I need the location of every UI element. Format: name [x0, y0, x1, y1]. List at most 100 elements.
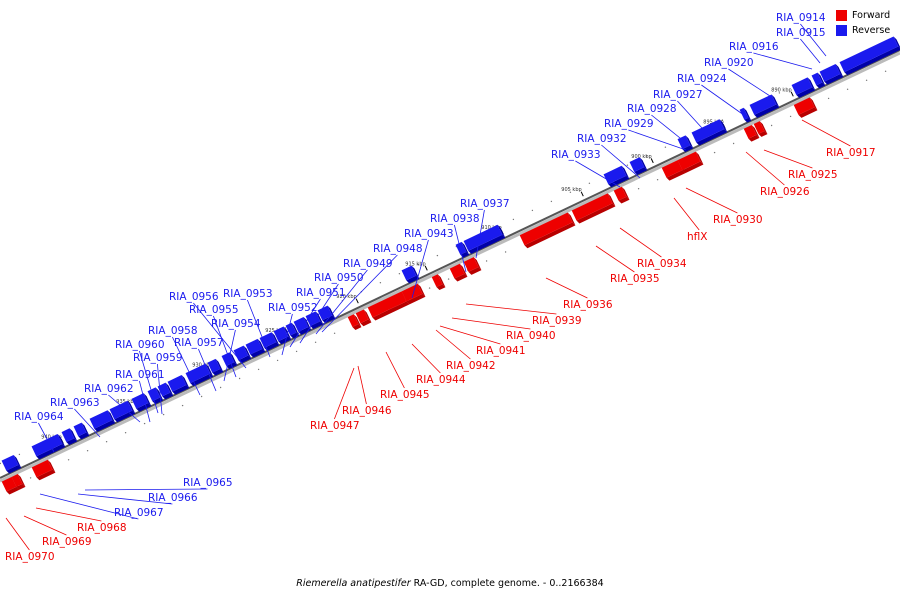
forward-gene — [1, 476, 17, 492]
reverse-gene-bottom — [66, 438, 78, 446]
reverse-gene-side — [155, 387, 164, 401]
reverse-leader-line — [677, 100, 703, 129]
reverse-leader-line — [139, 380, 151, 423]
forward-leader-line — [763, 149, 813, 169]
reverse-gene-label: RIA_0932 — [577, 133, 627, 145]
reverse-gene-side — [719, 119, 728, 133]
reverse-leader-line — [84, 488, 208, 491]
reverse-leader-line — [38, 422, 55, 453]
forward-gene-label: RIA_0940 — [506, 330, 556, 342]
reverse-leader-line — [108, 394, 141, 423]
forward-gene — [677, 151, 701, 171]
forward-leader-line — [439, 325, 501, 345]
forward-gene-side — [759, 121, 768, 135]
reverse-gene-label: RIA_0916 — [729, 41, 779, 53]
forward-leader-line — [451, 317, 531, 330]
forward-leader-line — [673, 197, 700, 231]
caption-details: RA-GD, complete genome. - 0..2166384 — [410, 578, 604, 589]
reverse-gene — [167, 375, 187, 392]
reverse-gene-bottom — [36, 443, 66, 460]
reverse-gene-bottom — [406, 275, 420, 284]
reverse-gene-side — [165, 382, 174, 396]
forward-gene-bottom — [360, 319, 372, 327]
guide-dot-upper — [379, 282, 382, 284]
reverse-gene — [285, 322, 297, 336]
reverse-gene-bottom — [696, 129, 728, 146]
reverse-gene-side — [13, 454, 22, 468]
reverse-gene — [305, 311, 321, 327]
guide-dot-lower — [162, 413, 165, 416]
reverse-gene-label: RIA_0958 — [148, 325, 198, 337]
guide-dot-lower — [257, 368, 260, 371]
forward-gene-label: RIA_0941 — [476, 345, 526, 357]
reverse-gene-side — [257, 338, 266, 352]
forward-gene-side — [621, 186, 630, 200]
forward-gene — [463, 257, 479, 272]
reverse-gene — [207, 358, 221, 373]
tick-label: 905 kbp — [561, 187, 581, 193]
forward-gene-bottom — [618, 196, 630, 204]
forward-gene-label: RIA_0926 — [760, 186, 810, 198]
reverse-gene-label: RIA_0952 — [268, 302, 318, 314]
reverse-leader-line — [454, 224, 467, 273]
guide-dot-lower — [200, 395, 203, 398]
reverse-gene — [603, 165, 627, 185]
reverse-leader-line — [651, 114, 691, 147]
forward-gene — [401, 283, 423, 302]
reverse-gene — [839, 36, 899, 73]
guide-dot-lower — [124, 432, 127, 434]
tick-mark — [580, 191, 584, 197]
reverse-gene-side — [411, 265, 420, 279]
reverse-gene — [317, 305, 333, 321]
forward-gene — [431, 274, 443, 288]
forward-gene — [571, 193, 613, 221]
legend-forward: Forward — [836, 8, 894, 23]
forward-leader-line — [685, 187, 738, 214]
forward-gene-label: RIA_0946 — [342, 405, 392, 417]
guide-dot-lower — [219, 386, 222, 389]
reverse-gene-label: RIA_0938 — [430, 213, 480, 225]
forward-gene-bottom — [352, 324, 362, 331]
reverse-gene-bottom — [172, 384, 190, 395]
forward-leader-line — [619, 227, 662, 258]
reverse-gene — [463, 224, 503, 251]
genome-axis-shadow — [0, 51, 900, 483]
forward-gene — [519, 212, 573, 246]
guide-dot-lower — [314, 341, 317, 343]
forward-gene-side — [417, 283, 426, 297]
forward-gene-label: RIA_0945 — [380, 389, 430, 401]
forward-gene-bottom — [454, 273, 468, 282]
reverse-gene-side — [271, 332, 280, 346]
reverse-leader-line — [139, 350, 159, 414]
reverse-leader-line — [39, 493, 139, 520]
reverse-gene-bottom — [238, 355, 252, 364]
reverse-gene-label: RIA_0954 — [211, 318, 261, 330]
reverse-leader-line — [601, 144, 641, 179]
forward-gene-label: RIA_0942 — [446, 360, 496, 372]
reverse-gene-label: RIA_0966 — [148, 492, 198, 504]
reverse-gene — [293, 317, 309, 332]
forward-gene-side — [363, 309, 372, 323]
reverse-gene-label: RIA_0961 — [115, 369, 165, 381]
forward-gene — [449, 263, 465, 279]
guide-dot-lower — [29, 477, 32, 479]
forward-gene-side — [437, 274, 446, 288]
reverse-gene-bottom — [608, 175, 630, 188]
forward-gene-side — [607, 193, 616, 207]
forward-gene-bottom — [16, 483, 26, 490]
reverse-gene-side — [817, 72, 826, 86]
guide-dot-lower — [770, 124, 773, 127]
forward-gene — [661, 160, 683, 178]
guide-dot-lower — [884, 70, 887, 73]
reverse-gene — [691, 119, 725, 143]
reverse-gene-side — [215, 358, 224, 372]
reverse-gene-label: RIA_0967 — [114, 507, 164, 519]
forward-leader-line — [334, 367, 355, 420]
tick-mark — [650, 158, 654, 164]
reverse-gene-bottom — [264, 342, 280, 351]
reverse-gene-side — [57, 434, 66, 447]
forward-gene — [355, 309, 369, 324]
reverse-gene-bottom — [322, 315, 336, 324]
reverse-leader-line — [575, 160, 621, 188]
reverse-gene-label: RIA_0949 — [343, 258, 393, 270]
